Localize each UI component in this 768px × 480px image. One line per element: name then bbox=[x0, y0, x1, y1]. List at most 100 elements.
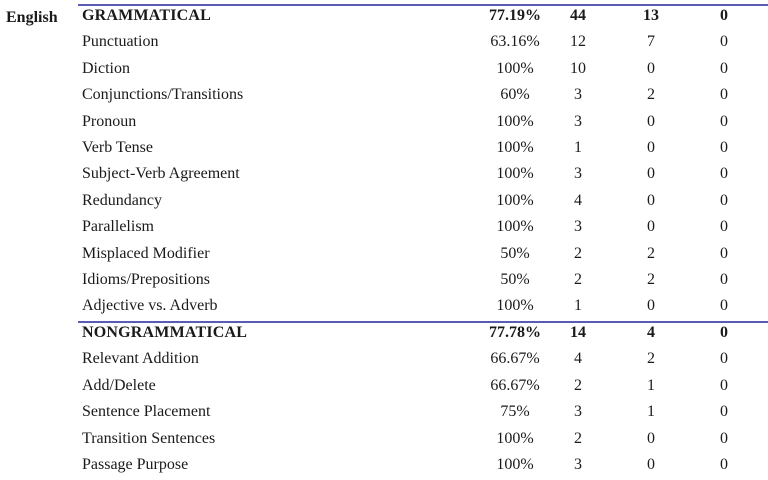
count-correct: 3 bbox=[574, 456, 582, 473]
percent-correct: 100% bbox=[496, 139, 534, 156]
count-incorrect: 0 bbox=[647, 297, 655, 315]
count-omitted: 0 bbox=[720, 218, 728, 236]
count-omitted: 0 bbox=[720, 429, 728, 447]
section-divider bbox=[78, 4, 768, 6]
count-incorrect: 0 bbox=[647, 112, 655, 130]
table-row: Pronoun 100% 3 0 0 bbox=[78, 110, 768, 136]
table-row: Add/Delete 66.67% 2 1 0 bbox=[78, 374, 768, 400]
section-count-correct: 14 bbox=[570, 324, 586, 341]
count-incorrect: 0 bbox=[647, 429, 655, 447]
section-header-row: NONGRAMMATICAL 77.78% 14 4 0 bbox=[78, 321, 768, 347]
table-row: Idioms/Prepositions 50% 2 2 0 bbox=[78, 268, 768, 294]
category-name: Idioms/Prepositions bbox=[82, 271, 211, 288]
table-row: Sentence Placement 75% 3 1 0 bbox=[78, 400, 768, 426]
category-name: Conjunctions/Transitions bbox=[82, 86, 244, 104]
count-incorrect: 1 bbox=[647, 403, 655, 421]
count-omitted: 0 bbox=[720, 139, 728, 156]
category-name: Adjective vs. Adverb bbox=[82, 297, 218, 315]
section-count-incorrect: 4 bbox=[647, 324, 655, 341]
count-omitted: 0 bbox=[720, 403, 728, 421]
percent-correct: 66.67% bbox=[490, 376, 540, 394]
count-correct: 12 bbox=[570, 33, 586, 51]
table-row: Subject-Verb Agreement 100% 3 0 0 bbox=[78, 162, 768, 188]
section-count-omitted: 0 bbox=[720, 7, 728, 24]
count-incorrect: 0 bbox=[647, 59, 655, 77]
percent-correct: 100% bbox=[496, 112, 534, 130]
count-omitted: 0 bbox=[720, 350, 728, 368]
table-row: Passage Purpose 100% 3 0 0 bbox=[78, 453, 768, 479]
table-row: Punctuation 63.16% 12 7 0 bbox=[78, 30, 768, 56]
category-name: Parallelism bbox=[82, 218, 154, 236]
count-correct: 2 bbox=[574, 429, 582, 447]
percent-correct: 100% bbox=[496, 59, 534, 77]
count-incorrect: 2 bbox=[647, 244, 655, 262]
count-omitted: 0 bbox=[720, 191, 728, 209]
count-incorrect: 0 bbox=[647, 191, 655, 209]
table-row: Misplaced Modifier 50% 2 2 0 bbox=[78, 242, 768, 268]
percent-correct: 100% bbox=[496, 191, 534, 209]
count-correct: 3 bbox=[574, 86, 582, 104]
table-row: Relevant Addition 66.67% 4 2 0 bbox=[78, 347, 768, 373]
table-row: Adjective vs. Adverb 100% 1 0 0 bbox=[78, 294, 768, 320]
table-row: Transition Sentences 100% 2 0 0 bbox=[78, 427, 768, 453]
percent-correct: 66.67% bbox=[490, 350, 540, 368]
table-row: Redundancy 100% 4 0 0 bbox=[78, 189, 768, 215]
category-name: Redundancy bbox=[82, 191, 162, 209]
percent-correct: 75% bbox=[500, 403, 530, 421]
subject-label: English bbox=[6, 9, 58, 26]
percent-correct: 63.16% bbox=[490, 33, 540, 51]
table-row: Diction 100% 10 0 0 bbox=[78, 57, 768, 83]
count-correct: 4 bbox=[574, 191, 582, 209]
count-correct: 4 bbox=[574, 350, 582, 368]
count-correct: 3 bbox=[574, 112, 582, 130]
percent-correct: 50% bbox=[500, 271, 530, 288]
category-name: Diction bbox=[82, 59, 130, 77]
section-count-correct: 44 bbox=[570, 7, 586, 24]
count-incorrect: 1 bbox=[647, 376, 655, 394]
count-correct: 2 bbox=[574, 376, 582, 394]
section-count-incorrect: 13 bbox=[643, 7, 659, 24]
count-omitted: 0 bbox=[720, 376, 728, 394]
category-name: Passage Purpose bbox=[82, 456, 189, 473]
percent-correct: 100% bbox=[496, 429, 534, 447]
category-name: Transition Sentences bbox=[82, 429, 216, 447]
percent-correct: 100% bbox=[496, 218, 534, 236]
percent-correct: 50% bbox=[500, 244, 530, 262]
section-percent-correct: 77.78% bbox=[489, 324, 541, 341]
count-omitted: 0 bbox=[720, 112, 728, 130]
count-omitted: 0 bbox=[720, 456, 728, 473]
section-category-name: NONGRAMMATICAL bbox=[82, 324, 248, 341]
percent-correct: 60% bbox=[500, 86, 530, 104]
table-row: Verb Tense 100% 1 0 0 bbox=[78, 136, 768, 162]
count-incorrect: 0 bbox=[647, 165, 655, 183]
percent-correct: 100% bbox=[496, 456, 534, 473]
count-correct: 2 bbox=[574, 244, 582, 262]
count-omitted: 0 bbox=[720, 297, 728, 315]
count-incorrect: 0 bbox=[647, 139, 655, 156]
count-correct: 10 bbox=[570, 59, 586, 77]
category-name: Misplaced Modifier bbox=[82, 244, 210, 262]
count-incorrect: 2 bbox=[647, 86, 655, 104]
count-incorrect: 7 bbox=[647, 33, 655, 51]
count-incorrect: 0 bbox=[647, 218, 655, 236]
category-name: Add/Delete bbox=[82, 376, 156, 394]
section-category-name: GRAMMATICAL bbox=[82, 7, 212, 24]
percent-correct: 100% bbox=[496, 165, 534, 183]
category-name: Relevant Addition bbox=[82, 350, 199, 368]
count-omitted: 0 bbox=[720, 271, 728, 288]
category-name: Verb Tense bbox=[82, 139, 154, 156]
category-name: Subject-Verb Agreement bbox=[82, 165, 240, 183]
table-row: Conjunctions/Transitions 60% 3 2 0 bbox=[78, 83, 768, 109]
count-incorrect: 0 bbox=[647, 456, 655, 473]
count-incorrect: 2 bbox=[647, 271, 655, 288]
count-omitted: 0 bbox=[720, 244, 728, 262]
section-count-omitted: 0 bbox=[720, 324, 728, 341]
count-omitted: 0 bbox=[720, 165, 728, 183]
category-name: Sentence Placement bbox=[82, 403, 211, 421]
section-percent-correct: 77.19% bbox=[489, 7, 541, 24]
count-correct: 3 bbox=[574, 218, 582, 236]
count-correct: 3 bbox=[574, 403, 582, 421]
count-omitted: 0 bbox=[720, 86, 728, 104]
count-omitted: 0 bbox=[720, 59, 728, 77]
count-correct: 1 bbox=[574, 139, 582, 156]
